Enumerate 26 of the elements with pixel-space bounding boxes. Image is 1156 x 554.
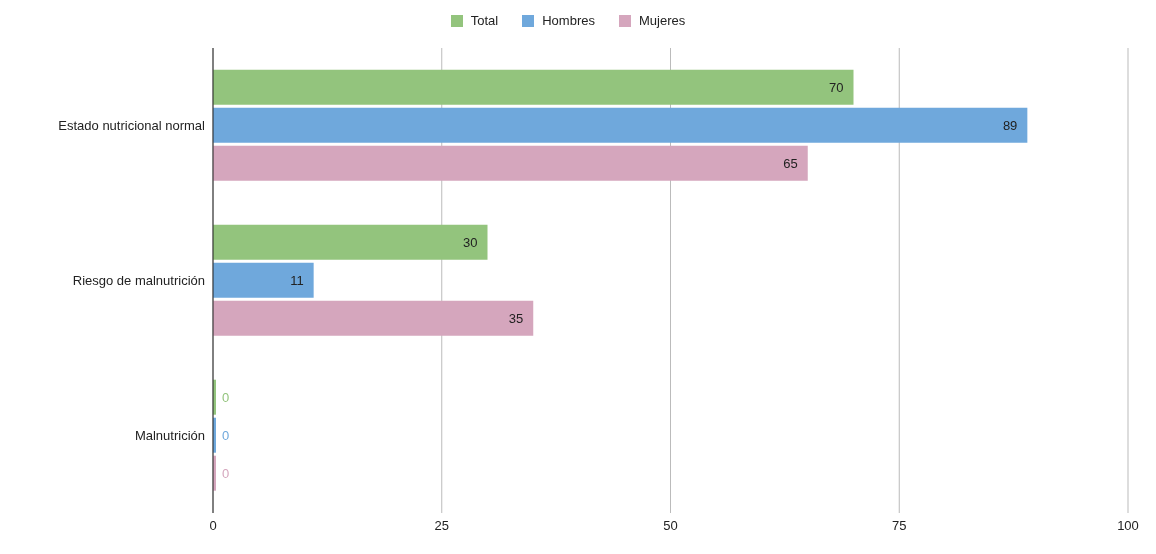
- data-label: 35: [508, 310, 524, 326]
- x-tick-label: 75: [892, 518, 907, 534]
- legend-label: Mujeres: [638, 13, 686, 28]
- y-tick-label: Malnutrición: [134, 428, 205, 444]
- bar: [213, 262, 314, 298]
- bar: [213, 300, 534, 336]
- data-label: 0: [222, 389, 230, 405]
- legend-label: Total: [469, 13, 499, 28]
- data-label: 0: [222, 465, 230, 481]
- y-tick-label: Estado nutricional normal: [58, 118, 206, 134]
- legend-label: Hombres: [541, 13, 595, 28]
- data-label: 11: [290, 272, 304, 288]
- x-tick-label: 25: [434, 518, 449, 534]
- data-label: 65: [783, 155, 798, 171]
- x-tick-label: 100: [1117, 518, 1139, 534]
- y-tick-label: Riesgo de malnutrición: [72, 273, 205, 289]
- data-label: 0: [222, 427, 230, 443]
- data-label: 70: [829, 79, 844, 95]
- data-label: 89: [1002, 117, 1018, 133]
- bar: [213, 69, 854, 105]
- data-label: 30: [463, 234, 478, 250]
- x-tick-label: 0: [209, 518, 217, 534]
- x-tick-label: 50: [663, 518, 678, 534]
- bar: [213, 145, 808, 181]
- bar: [213, 107, 1028, 143]
- bar: [213, 224, 488, 260]
